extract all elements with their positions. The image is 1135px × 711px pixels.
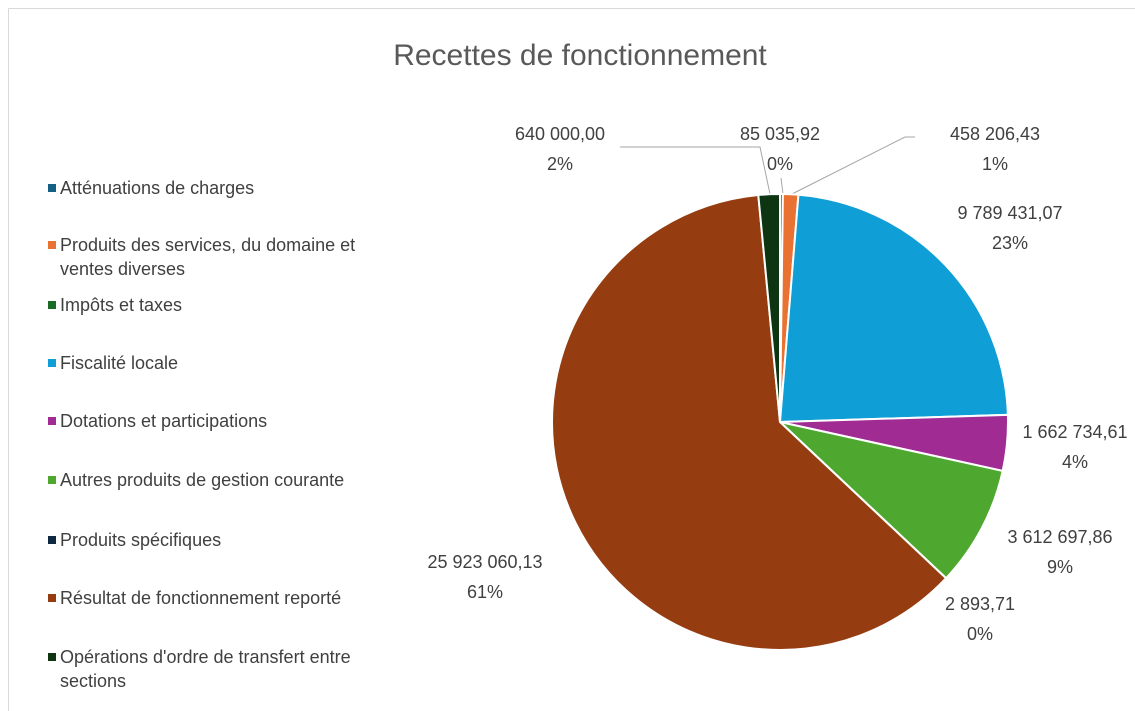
- data-label-percent: 2%: [547, 154, 573, 174]
- legend-item: Produits des services, du domaine et ven…: [48, 233, 360, 281]
- data-label-percent: 4%: [1062, 452, 1088, 472]
- legend-label: Autres produits de gestion courante: [60, 470, 345, 490]
- legend-label: Dotations et participations: [60, 411, 268, 431]
- legend-marker: [48, 241, 56, 249]
- legend-marker: [48, 476, 56, 484]
- legend-item: Opérations d'ordre de transfert entre se…: [48, 645, 360, 693]
- leader-line: [791, 136, 915, 195]
- data-label-percent: 1%: [982, 154, 1008, 174]
- data-label: 25 923 060,13: [427, 552, 542, 572]
- legend-item: Autres produits de gestion courante: [48, 468, 360, 492]
- legend-item: Fiscalité locale: [48, 351, 360, 375]
- legend-marker: [48, 417, 56, 425]
- data-label-percent: 0%: [767, 154, 793, 174]
- legend-item: Atténuations de charges: [48, 176, 360, 200]
- legend-item: Résultat de fonctionnement reporté: [48, 586, 360, 610]
- legend-marker: [48, 594, 56, 602]
- pie-slice: [757, 192, 781, 423]
- data-label: 458 206,43: [950, 124, 1040, 144]
- legend-label: Produits spécifiques: [60, 530, 222, 550]
- pie-slice: [551, 193, 948, 651]
- data-label-percent: 9%: [1047, 557, 1073, 577]
- legend-marker: [48, 359, 56, 367]
- legend-label: Opérations d'ordre de transfert entre se…: [60, 647, 351, 691]
- data-label: 9 789 431,07: [957, 203, 1062, 223]
- legend-label: Atténuations de charges: [60, 178, 255, 198]
- data-label-percent: 0%: [967, 624, 993, 644]
- data-label: 640 000,00: [515, 124, 605, 144]
- data-label: 2 893,71: [945, 594, 1015, 614]
- legend-item: Dotations et participations: [48, 409, 360, 433]
- legend-marker: [48, 653, 56, 661]
- pie-slice: [778, 193, 1009, 424]
- data-label-percent: 61%: [467, 582, 503, 602]
- leader-line: [620, 146, 771, 195]
- data-label: 3 612 697,86: [1007, 527, 1112, 547]
- data-label-percent: 23%: [992, 233, 1028, 253]
- chart-title: Recettes de fonctionnement: [393, 39, 767, 72]
- legend-marker: [48, 301, 56, 309]
- data-label: 1 662 734,61: [1022, 422, 1127, 442]
- pie-slice: [776, 420, 1004, 580]
- legend-item: Produits spécifiques: [48, 528, 360, 552]
- data-label: 85 035,92: [740, 124, 820, 144]
- legend-item: Impôts et taxes: [48, 293, 360, 317]
- legend-label: Impôts et taxes: [60, 295, 183, 315]
- legend-label: Fiscalité locale: [60, 353, 179, 373]
- legend-label: Résultat de fonctionnement reporté: [60, 588, 342, 608]
- legend-marker: [48, 536, 56, 544]
- legend-label: Produits des services, du domaine et ven…: [60, 235, 356, 279]
- leader-line: [780, 177, 784, 195]
- legend-marker: [48, 184, 56, 192]
